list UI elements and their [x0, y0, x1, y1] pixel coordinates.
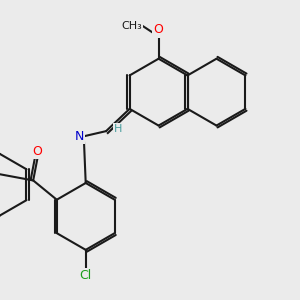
Text: H: H	[114, 124, 122, 134]
Text: Cl: Cl	[80, 269, 92, 282]
Text: O: O	[32, 145, 42, 158]
Text: O: O	[154, 23, 164, 36]
Text: N: N	[74, 130, 84, 143]
Text: CH₃: CH₃	[122, 21, 142, 31]
